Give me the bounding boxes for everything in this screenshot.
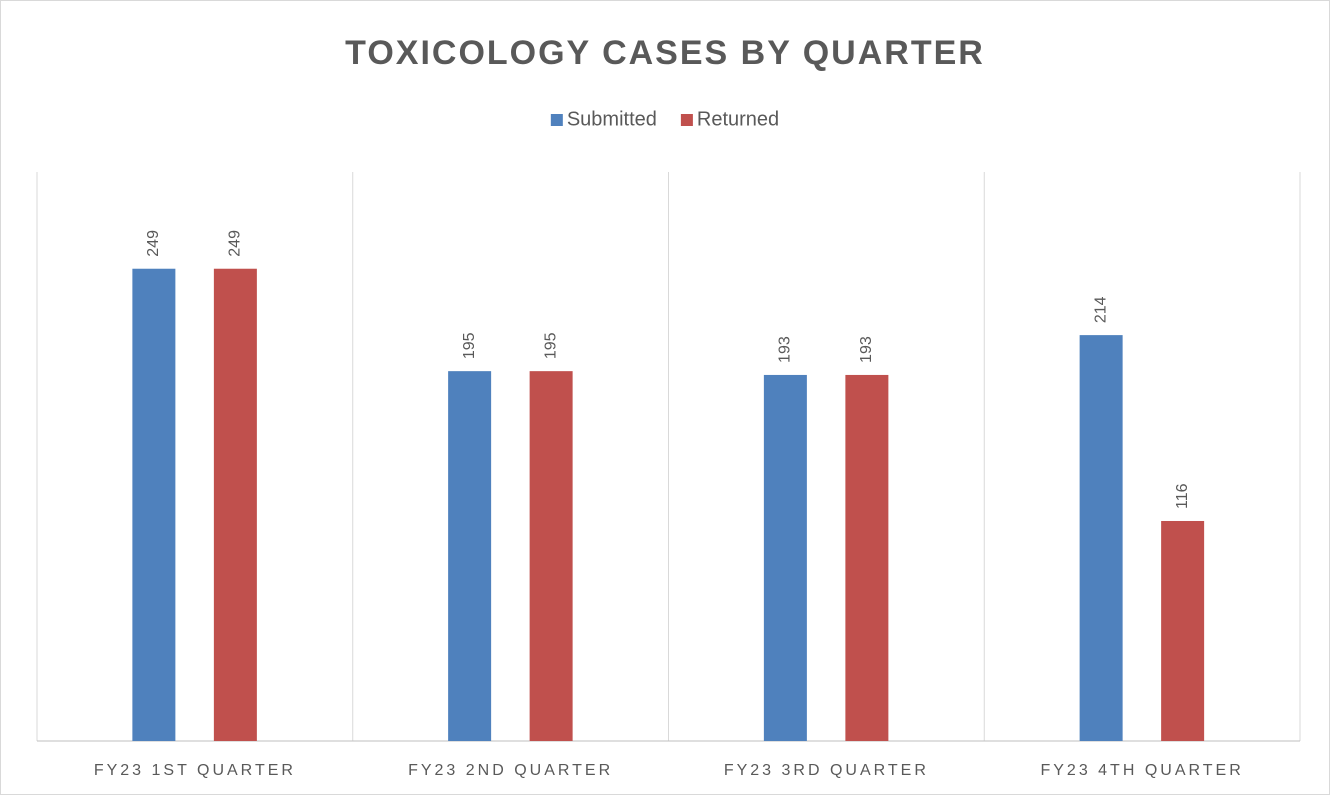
bar: [529, 371, 573, 741]
x-tick-label: FY23 1ST QUARTER: [94, 762, 296, 779]
data-label: 214: [1092, 296, 1109, 323]
bar: [213, 268, 257, 741]
x-tick-label: FY23 4TH QUARTER: [1040, 762, 1243, 779]
data-label: 195: [542, 332, 559, 359]
x-tick-label: FY23 3RD QUARTER: [724, 762, 929, 779]
legend-swatch: [680, 114, 693, 126]
bar: [845, 374, 889, 741]
bar: [448, 371, 492, 741]
bar: [132, 268, 176, 741]
legend-label: Submitted: [567, 108, 657, 130]
data-label: 193: [858, 336, 875, 363]
x-tick-label: FY23 2ND QUARTER: [408, 762, 613, 779]
legend-label: Returned: [697, 108, 779, 130]
data-label: 249: [227, 230, 244, 257]
bar: [1079, 335, 1123, 741]
bar: [1161, 520, 1205, 741]
data-label: 193: [777, 336, 794, 363]
data-label: 116: [1174, 483, 1191, 509]
chart-title: TOXICOLOGY CASES BY QUARTER: [345, 34, 985, 72]
legend-swatch: [550, 114, 563, 126]
bar: [763, 374, 807, 741]
data-label: 249: [145, 230, 162, 257]
data-label: 195: [461, 332, 478, 359]
